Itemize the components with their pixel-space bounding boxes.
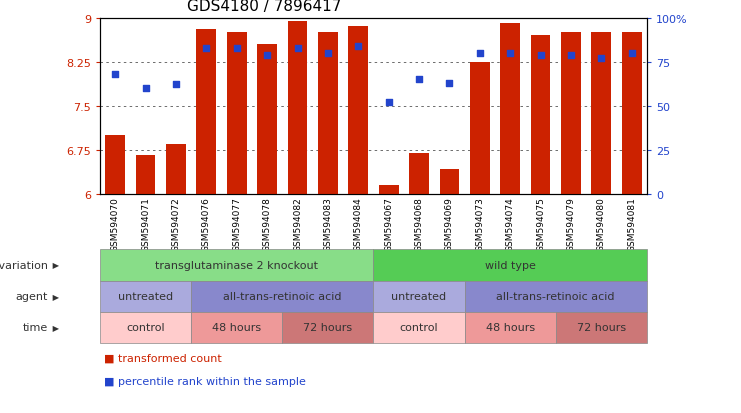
Text: all-trans-retinoic acid: all-trans-retinoic acid (223, 291, 342, 301)
Text: ▶: ▶ (50, 323, 59, 332)
Bar (318, 33, 338, 194)
Text: genotype/variation: genotype/variation (0, 260, 48, 271)
Bar (166, 145, 186, 194)
Text: untreated: untreated (391, 291, 447, 301)
Point (504, 50, 516, 57)
Bar (136, 156, 156, 194)
Bar (105, 135, 125, 194)
Bar (500, 24, 520, 194)
Point (413, 77, 425, 83)
Point (596, 56, 608, 62)
Point (231, 45, 243, 52)
Text: 72 hours: 72 hours (303, 322, 353, 332)
Point (535, 52, 547, 59)
Bar (439, 169, 459, 194)
Point (625, 50, 637, 57)
Point (322, 50, 334, 57)
Text: transglutaminase 2 knockout: transglutaminase 2 knockout (156, 260, 318, 271)
Text: agent: agent (16, 291, 48, 301)
Text: ■ transformed count: ■ transformed count (104, 353, 222, 363)
Bar (591, 33, 611, 194)
Text: untreated: untreated (118, 291, 173, 301)
Point (261, 52, 273, 59)
Text: ■ percentile rank within the sample: ■ percentile rank within the sample (104, 376, 305, 386)
Text: wild type: wild type (485, 260, 536, 271)
Text: all-trans-retinoic acid: all-trans-retinoic acid (496, 291, 615, 301)
Bar (622, 33, 642, 194)
Point (292, 45, 304, 52)
Bar (288, 21, 308, 194)
Bar (227, 33, 247, 194)
Text: ▶: ▶ (50, 261, 59, 270)
Bar (379, 185, 399, 194)
Point (139, 85, 152, 92)
Text: ▶: ▶ (50, 292, 59, 301)
Point (353, 43, 365, 50)
Point (474, 50, 486, 57)
Bar (409, 153, 429, 194)
Bar (531, 36, 551, 194)
Point (443, 80, 455, 87)
Point (110, 71, 122, 78)
Point (200, 45, 213, 52)
Text: time: time (23, 322, 48, 332)
Bar (257, 45, 277, 194)
Bar (561, 33, 581, 194)
Bar (348, 27, 368, 194)
Bar (470, 62, 490, 194)
Point (170, 82, 182, 89)
Point (382, 100, 394, 106)
Text: control: control (399, 322, 439, 332)
Text: 48 hours: 48 hours (212, 322, 262, 332)
Text: 72 hours: 72 hours (576, 322, 626, 332)
Text: GDS4180 / 7896417: GDS4180 / 7896417 (187, 0, 342, 14)
Bar (196, 30, 216, 194)
Point (565, 52, 577, 59)
Text: 48 hours: 48 hours (485, 322, 535, 332)
Text: control: control (126, 322, 165, 332)
